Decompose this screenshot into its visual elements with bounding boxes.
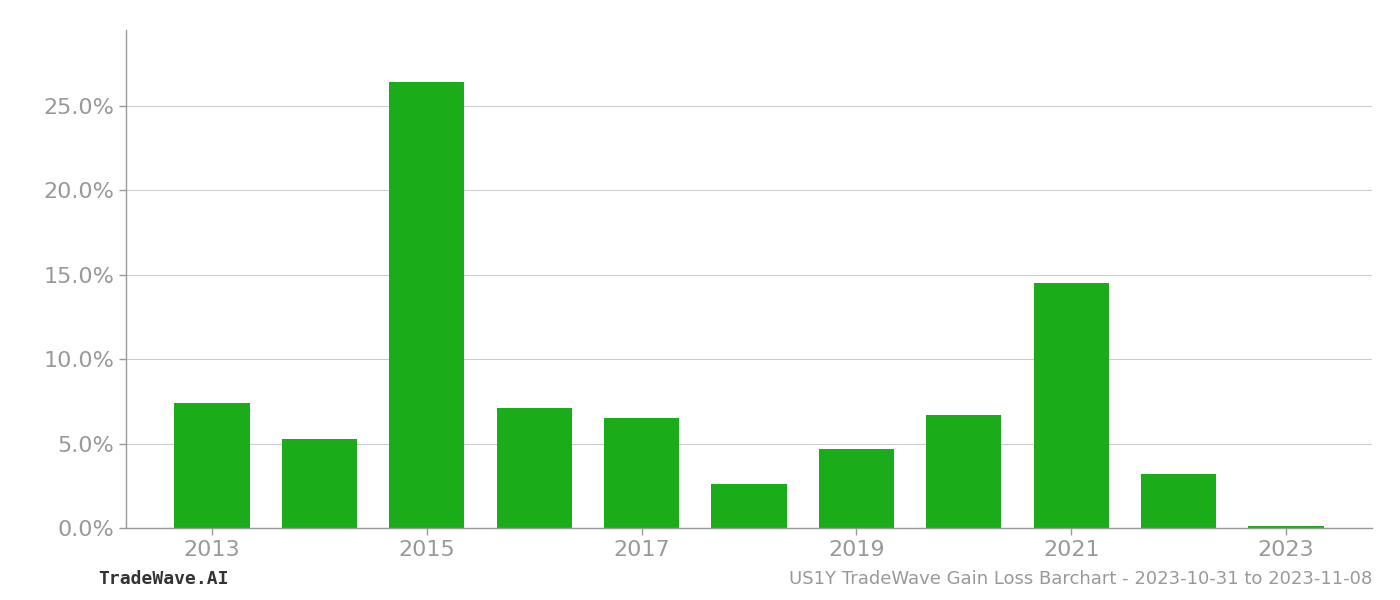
Bar <box>1033 283 1109 528</box>
Text: US1Y TradeWave Gain Loss Barchart - 2023-10-31 to 2023-11-08: US1Y TradeWave Gain Loss Barchart - 2023… <box>788 570 1372 588</box>
Bar <box>497 408 571 528</box>
Bar <box>819 449 895 528</box>
Bar <box>175 403 249 528</box>
Bar <box>389 82 465 528</box>
Text: TradeWave.AI: TradeWave.AI <box>98 570 228 588</box>
Bar <box>281 439 357 528</box>
Bar <box>1249 526 1323 528</box>
Bar <box>603 418 679 528</box>
Bar <box>927 415 1001 528</box>
Bar <box>1141 474 1217 528</box>
Bar <box>711 484 787 528</box>
